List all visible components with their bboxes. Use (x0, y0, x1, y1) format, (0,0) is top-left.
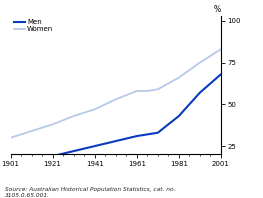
Men (198, 91, 201, 94)
Men (219, 73, 222, 75)
Men (156, 131, 159, 134)
Text: Source: Australian Historical Population Statistics, cat. no.
3105.0.65.001.: Source: Australian Historical Population… (5, 187, 176, 198)
Women (51, 123, 54, 126)
Women (156, 88, 159, 90)
Men (30, 160, 33, 162)
Men (135, 135, 138, 137)
Women (93, 108, 96, 110)
Women (146, 90, 149, 92)
Women (198, 61, 201, 64)
Men (177, 115, 180, 117)
Legend: Men, Women: Men, Women (14, 19, 53, 32)
Text: %: % (214, 6, 221, 14)
Line: Men: Men (11, 74, 221, 166)
Men (114, 140, 117, 142)
Men (72, 150, 75, 152)
Line: Women: Women (11, 49, 221, 138)
Women (72, 115, 75, 117)
Women (114, 98, 117, 101)
Women (177, 76, 180, 79)
Women (219, 48, 222, 50)
Men (51, 155, 54, 157)
Women (9, 137, 12, 139)
Men (146, 133, 149, 136)
Women (30, 130, 33, 132)
Men (93, 145, 96, 147)
Men (9, 165, 12, 167)
Women (135, 90, 138, 92)
